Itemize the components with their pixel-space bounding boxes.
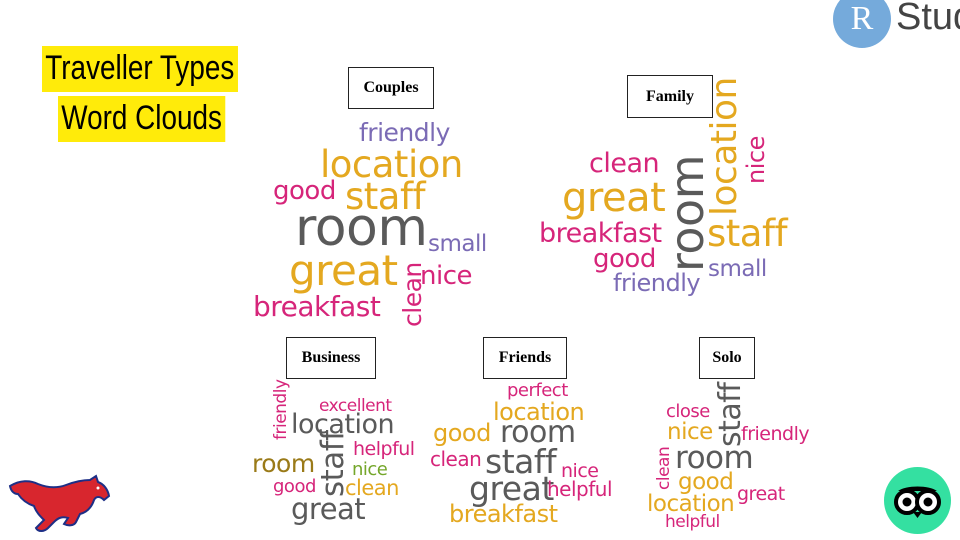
cloud-word: small [708,256,767,282]
cloud-word: good [273,476,316,497]
tripadvisor-owl-icon [884,467,951,534]
cloud-word: room [295,198,428,258]
cloud-word: nice [742,136,770,184]
cloud-word: clean [589,148,660,179]
cloud-word: room [252,449,315,478]
cloud-word: room [500,415,576,450]
cloud-label-business: Business [286,337,376,379]
cloud-label-couples: Couples [348,67,434,109]
title-line-1: Traveller Types [42,46,238,92]
cloud-word: location [320,143,463,186]
cloud-label-solo: Solo [699,337,755,379]
cloud-word: clean [345,476,399,500]
rstudio-logo-text: Stud [896,0,960,38]
rstudio-r-icon: R [833,0,891,48]
cloud-word: good [593,244,656,274]
cloud-word: nice [561,460,599,482]
cloud-word: friendly [359,118,450,147]
cloud-word: excellent [319,396,392,416]
cloud-word: great [469,469,554,508]
cloud-word: great [289,246,398,295]
cloud-word: helpful [547,477,613,501]
cloud-word: great [291,492,366,526]
slide-title: Traveller Types Word Clouds [42,46,238,142]
cloud-word: room [675,440,754,476]
cloud-word: small [428,231,487,257]
cloud-word: clean [654,446,674,490]
cloud-word: friendly [271,379,291,440]
cloud-word: good [678,469,734,495]
cloud-word: close [666,401,710,422]
cloud-word: great [562,175,666,221]
cloud-word: nice [352,459,388,480]
cloud-label-friends: Friends [483,337,567,379]
cloud-label-family: Family [627,75,713,118]
cloud-word: location [291,409,395,440]
rstudio-logo: R Stud [833,0,960,50]
cloud-word: good [433,419,491,447]
cloud-word: helpful [353,438,415,460]
cloud-word: staff [485,442,557,481]
cloud-word: good [273,176,336,206]
cloud-word: breakfast [449,500,558,528]
cloud-word: nice [420,261,473,291]
cloud-word: staff [345,175,426,218]
cloud-word: location [704,77,745,216]
cloud-word: location [493,398,585,426]
cloud-word: friendly [613,269,701,297]
cloud-word: great [737,483,785,505]
cloud-word: clean [430,447,482,471]
cloud-word: breakfast [539,218,662,249]
cloud-word: perfect [507,380,568,401]
cloud-word: staff [707,212,788,255]
cloud-word: nice [667,419,713,445]
cloud-word: breakfast [253,290,381,323]
mustang-logo-icon [8,474,112,534]
title-line-2: Word Clouds [58,96,226,142]
cloud-word: location [647,491,735,517]
cloud-word: friendly [741,423,810,445]
cloud-word: helpful [665,512,720,532]
